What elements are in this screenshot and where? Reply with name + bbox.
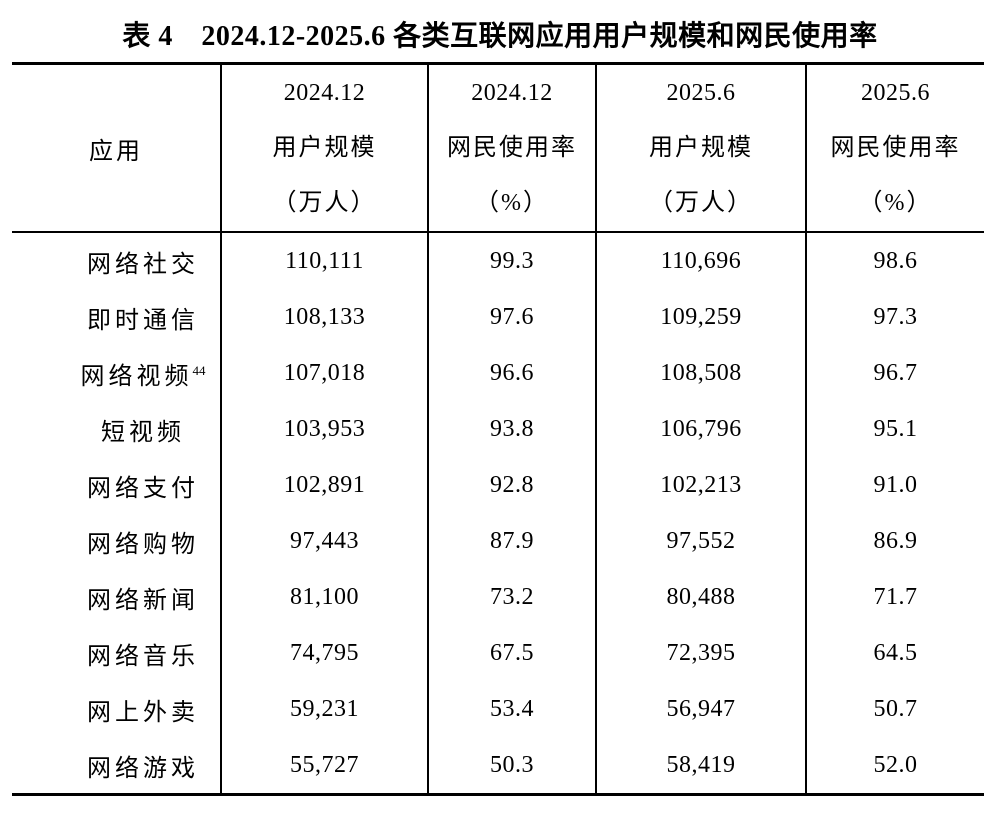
table-body: 网络社交 110,111 99.3 110,696 98.6 即时通信 108,… [12, 232, 984, 795]
table-row: 网络游戏 55,727 50.3 58,419 52.0 [12, 737, 984, 795]
app-name: 即时通信 [87, 307, 199, 334]
user-scale-2024-cell: 107,018 [220, 345, 428, 401]
app-name: 网络支付 [87, 475, 199, 502]
header-users-2024: 2024.12 用户规模 （万人） [220, 63, 428, 232]
table-caption: 表 4 2024.12-2025.6 各类互联网应用用户规模和网民使用率 [122, 21, 878, 52]
user-scale-2025-cell: 102,213 [595, 457, 806, 513]
header-period-label: 2025.6 [861, 79, 930, 106]
table-row: 网络购物 97,443 87.9 97,552 86.9 [12, 513, 984, 569]
usage-rate-2024-cell: 93.8 [427, 401, 596, 457]
app-name-cell: 即时通信 [12, 289, 221, 345]
footnote-ref: 44 [192, 362, 206, 378]
app-name: 网络视频 [80, 363, 193, 390]
usage-rate-2025-cell: 50.7 [805, 681, 984, 737]
usage-rate-2025-cell: 95.1 [805, 401, 984, 457]
table-row: 网络音乐 74,795 67.5 72,395 64.5 [12, 625, 984, 681]
usage-rate-2024-cell: 87.9 [427, 513, 596, 569]
app-name: 短视频 [101, 419, 185, 446]
usage-rate-2025-cell: 71.7 [805, 569, 984, 625]
header-metric-label: 网民使用率 [830, 134, 961, 161]
user-scale-2025-cell: 56,947 [595, 681, 806, 737]
header-users-2025: 2025.6 用户规模 （万人） [595, 63, 806, 232]
usage-rate-2025-cell: 86.9 [805, 513, 984, 569]
app-name-cell: 网络视频44 [12, 345, 221, 401]
user-scale-2024-cell: 97,443 [220, 513, 428, 569]
user-scale-2024-cell: 59,231 [220, 681, 428, 737]
header-row: 应用 2024.12 用户规模 （万人） 2024.12 网民使用率 （%） 2… [12, 63, 984, 232]
user-scale-2024-cell: 103,953 [220, 401, 428, 457]
usage-rate-2025-cell: 97.3 [805, 289, 984, 345]
usage-rate-2025-cell: 91.0 [805, 457, 984, 513]
app-name: 网上外卖 [87, 699, 199, 726]
app-name-cell: 网络社交 [12, 232, 221, 289]
usage-rate-2024-cell: 53.4 [427, 681, 596, 737]
header-unit-label: （万人） [649, 189, 753, 216]
user-scale-2025-cell: 109,259 [595, 289, 806, 345]
usage-rate-2025-cell: 52.0 [805, 737, 984, 795]
header-period-label: 2024.12 [283, 79, 366, 106]
usage-rate-2024-cell: 96.6 [427, 345, 596, 401]
header-unit-label: （%） [475, 189, 549, 216]
usage-rate-2024-cell: 92.8 [427, 457, 596, 513]
user-scale-2025-cell: 108,508 [595, 345, 806, 401]
header-metric-label: 用户规模 [272, 134, 377, 161]
app-name: 网络游戏 [87, 755, 199, 782]
table-row: 即时通信 108,133 97.6 109,259 97.3 [12, 289, 984, 345]
usage-rate-2024-cell: 67.5 [427, 625, 596, 681]
app-name: 网络社交 [87, 251, 199, 278]
user-scale-2025-cell: 80,488 [595, 569, 806, 625]
header-unit-label: （万人） [272, 189, 377, 216]
user-scale-2024-cell: 81,100 [220, 569, 428, 625]
usage-rate-2025-cell: 64.5 [805, 625, 984, 681]
usage-rate-2025-cell: 96.7 [805, 345, 984, 401]
table-row: 短视频 103,953 93.8 106,796 95.1 [12, 401, 984, 457]
app-name-cell: 网络新闻 [12, 569, 221, 625]
usage-rate-2024-cell: 73.2 [427, 569, 596, 625]
app-name-cell: 网络支付 [12, 457, 221, 513]
header-unit-label: （%） [858, 189, 933, 216]
app-name-cell: 网络购物 [12, 513, 221, 569]
table-row: 网上外卖 59,231 53.4 56,947 50.7 [12, 681, 984, 737]
app-name-cell: 网上外卖 [12, 681, 221, 737]
usage-rate-2024-cell: 97.6 [427, 289, 596, 345]
app-name: 网络新闻 [87, 587, 199, 614]
header-period-label: 2025.6 [666, 79, 736, 106]
user-scale-2024-cell: 110,111 [220, 232, 428, 289]
user-scale-2024-cell: 55,727 [220, 737, 428, 795]
header-metric-label: 网民使用率 [447, 134, 577, 161]
user-scale-2025-cell: 97,552 [595, 513, 806, 569]
app-usage-table: 应用 2024.12 用户规模 （万人） 2024.12 网民使用率 （%） 2… [12, 62, 984, 796]
usage-rate-2025-cell: 98.6 [805, 232, 984, 289]
header-metric-label: 用户规模 [649, 134, 753, 161]
table-header: 应用 2024.12 用户规模 （万人） 2024.12 网民使用率 （%） 2… [12, 63, 984, 232]
app-name-cell: 短视频 [12, 401, 221, 457]
user-scale-2024-cell: 102,891 [220, 457, 428, 513]
user-scale-2024-cell: 74,795 [220, 625, 428, 681]
user-scale-2025-cell: 106,796 [595, 401, 806, 457]
user-scale-2025-cell: 72,395 [595, 625, 806, 681]
header-period-label: 2024.12 [471, 79, 553, 106]
header-rate-2024: 2024.12 网民使用率 （%） [427, 63, 596, 232]
table-row: 网络社交 110,111 99.3 110,696 98.6 [12, 232, 984, 289]
app-name-cell: 网络音乐 [12, 625, 221, 681]
usage-rate-2024-cell: 99.3 [427, 232, 596, 289]
app-name-cell: 网络游戏 [12, 737, 221, 795]
app-name: 网络购物 [87, 531, 199, 558]
user-scale-2025-cell: 110,696 [595, 232, 806, 289]
user-scale-2025-cell: 58,419 [595, 737, 806, 795]
header-app: 应用 [89, 138, 143, 165]
table-row: 网络视频44 107,018 96.6 108,508 96.7 [12, 345, 984, 401]
user-scale-2024-cell: 108,133 [220, 289, 428, 345]
table-row: 网络新闻 81,100 73.2 80,488 71.7 [12, 569, 984, 625]
header-rate-2025: 2025.6 网民使用率 （%） [805, 63, 984, 232]
table-row: 网络支付 102,891 92.8 102,213 91.0 [12, 457, 984, 513]
app-name: 网络音乐 [87, 643, 199, 670]
usage-rate-2024-cell: 50.3 [427, 737, 596, 795]
